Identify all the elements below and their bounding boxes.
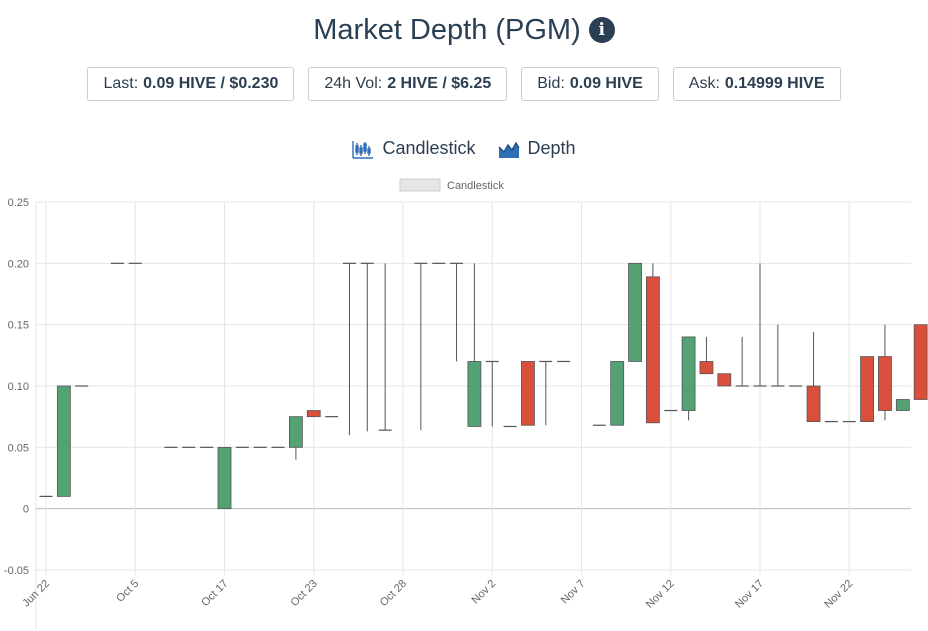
- candle-body-up: [217, 446, 232, 510]
- stat-last: Last: 0.09 HIVE / $0.230: [87, 67, 295, 101]
- candle[interactable]: [771, 324, 785, 387]
- candle-body-up: [895, 399, 910, 411]
- candle[interactable]: [450, 262, 464, 362]
- candle[interactable]: [681, 336, 696, 421]
- candle[interactable]: [360, 262, 374, 432]
- candle[interactable]: [56, 385, 71, 497]
- x-tick-label: Oct 5: [114, 578, 141, 605]
- candle[interactable]: [735, 336, 749, 387]
- candle[interactable]: [539, 360, 553, 426]
- candle-body-up: [56, 385, 71, 497]
- candle[interactable]: [860, 356, 874, 422]
- y-tick-label: 0.25: [8, 197, 29, 209]
- candle[interactable]: [288, 416, 303, 460]
- candle[interactable]: [895, 399, 910, 411]
- candle[interactable]: [628, 262, 642, 362]
- candle[interactable]: [806, 332, 821, 422]
- candle[interactable]: [610, 361, 625, 426]
- candle-body-down: [699, 361, 714, 375]
- candle-body-up: [610, 361, 625, 426]
- candle-body-down: [860, 356, 874, 422]
- y-tick-label: 0.15: [8, 320, 29, 332]
- candle-series: [39, 262, 928, 510]
- stat-last-label: Last:: [103, 75, 139, 92]
- tab-depth[interactable]: Depth: [498, 138, 576, 159]
- legend-label: Candlestick: [447, 180, 504, 192]
- candle[interactable]: [485, 360, 499, 427]
- x-tick-label: Oct 28: [378, 578, 409, 609]
- candle-body-up: [628, 262, 642, 362]
- stat-last-value: 0.09 HIVE / $0.230: [143, 75, 279, 92]
- x-tick-label: Nov 7: [559, 578, 588, 607]
- y-tick-label: 0.20: [8, 258, 29, 270]
- stat-ask-label: Ask:: [688, 75, 720, 92]
- stat-volume: 24h Vol: 2 HIVE / $6.25: [308, 67, 508, 101]
- candle[interactable]: [753, 263, 767, 387]
- x-tick-label: Nov 17: [733, 578, 766, 611]
- candle[interactable]: [699, 336, 714, 375]
- title-row: Market Depth (PGM) i: [0, 10, 928, 50]
- candle-body-down: [717, 373, 732, 387]
- candlestick-icon: [352, 140, 374, 159]
- candle[interactable]: [878, 324, 892, 421]
- candle[interactable]: [913, 324, 928, 400]
- candle[interactable]: [521, 361, 535, 426]
- chart-legend[interactable]: Candlestick: [399, 178, 504, 192]
- x-tick-label: Nov 2: [470, 578, 499, 607]
- page-title: Market Depth (PGM): [313, 13, 581, 46]
- candle[interactable]: [342, 262, 356, 436]
- stat-bid: Bid: 0.09 HIVE: [521, 67, 659, 101]
- candle-body-down: [913, 324, 928, 400]
- x-tick-label: Oct 23: [288, 578, 319, 609]
- y-tick-label: -0.05: [4, 565, 29, 577]
- depth-chart-icon: [498, 141, 520, 158]
- info-icon[interactable]: i: [588, 17, 615, 43]
- candle-body-down: [521, 361, 535, 426]
- candle-body-up: [288, 416, 303, 448]
- candle[interactable]: [306, 410, 321, 418]
- candle[interactable]: [217, 446, 232, 510]
- tab-candlestick[interactable]: Candlestick: [352, 138, 476, 159]
- candle-body-up: [467, 361, 482, 427]
- stat-bid-value: 0.09 HIVE: [569, 75, 643, 92]
- tab-depth-label: Depth: [527, 138, 576, 158]
- y-tick-label: 0: [23, 504, 29, 516]
- stat-bid-label: Bid:: [537, 75, 565, 92]
- candle[interactable]: [378, 263, 392, 431]
- y-tick-label: 0.10: [8, 381, 29, 393]
- candle-body-down: [306, 410, 321, 418]
- chart-tabs: Candlestick Depth: [0, 138, 928, 159]
- candle[interactable]: [646, 263, 660, 424]
- y-axis-ticks: -0.05 0 0.05 0.10 0.15 0.20 0.25: [4, 197, 29, 577]
- stat-ask: Ask: 0.14999 HIVE: [672, 67, 841, 101]
- candle[interactable]: [467, 263, 482, 427]
- stat-ask-value: 0.14999 HIVE: [724, 75, 825, 92]
- tab-candlestick-label: Candlestick: [382, 138, 476, 158]
- candle[interactable]: [414, 262, 428, 431]
- candle[interactable]: [717, 373, 732, 387]
- candle-body-down: [646, 276, 660, 424]
- legend-swatch: [399, 178, 441, 192]
- stats-bar: Last: 0.09 HIVE / $0.230 24h Vol: 2 HIVE…: [0, 67, 928, 101]
- x-tick-label: Nov 22: [822, 578, 855, 611]
- stat-volume-label: 24h Vol:: [324, 75, 383, 92]
- candle-body-down: [806, 385, 821, 422]
- stat-volume-value: 2 HIVE / $6.25: [387, 75, 492, 92]
- candle-body-up: [681, 336, 696, 411]
- chart-grid: [35, 201, 911, 630]
- x-tick-label: Nov 12: [644, 578, 677, 611]
- y-tick-label: 0.05: [8, 442, 29, 454]
- x-tick-label: Oct 17: [199, 578, 230, 609]
- candle-body-down: [878, 356, 892, 411]
